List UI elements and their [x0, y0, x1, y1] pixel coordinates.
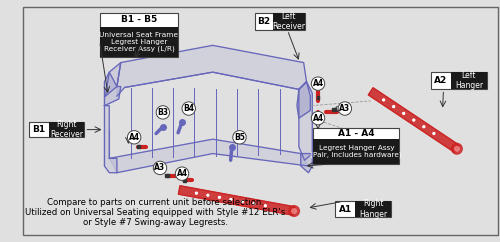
- Text: B1 - B5: B1 - B5: [121, 15, 157, 24]
- Polygon shape: [104, 72, 120, 106]
- Circle shape: [206, 193, 210, 197]
- FancyBboxPatch shape: [100, 27, 178, 57]
- Polygon shape: [297, 82, 310, 118]
- Circle shape: [402, 111, 406, 115]
- FancyBboxPatch shape: [431, 72, 486, 89]
- Circle shape: [412, 118, 416, 122]
- Polygon shape: [178, 186, 295, 215]
- FancyBboxPatch shape: [336, 201, 391, 217]
- Text: B4: B4: [183, 104, 194, 113]
- Bar: [136, 145, 140, 148]
- Circle shape: [451, 143, 463, 155]
- Circle shape: [338, 102, 351, 115]
- Text: A3: A3: [154, 163, 166, 173]
- FancyBboxPatch shape: [100, 13, 178, 57]
- Bar: [316, 96, 320, 99]
- Circle shape: [312, 77, 324, 90]
- Text: B1: B1: [32, 125, 46, 134]
- Circle shape: [252, 202, 256, 206]
- Text: A1 - A4: A1 - A4: [338, 129, 374, 138]
- Text: Right
Receiver: Right Receiver: [50, 120, 83, 139]
- Polygon shape: [117, 45, 306, 96]
- Text: B5: B5: [234, 133, 245, 142]
- Circle shape: [454, 146, 460, 152]
- Circle shape: [312, 111, 324, 125]
- FancyBboxPatch shape: [313, 128, 400, 164]
- Text: A4: A4: [312, 79, 324, 88]
- FancyBboxPatch shape: [255, 13, 304, 30]
- Text: A4: A4: [128, 133, 140, 142]
- Polygon shape: [299, 82, 312, 160]
- Circle shape: [154, 161, 166, 175]
- Circle shape: [218, 195, 222, 199]
- FancyBboxPatch shape: [451, 72, 486, 89]
- Polygon shape: [109, 139, 308, 173]
- Bar: [316, 115, 320, 119]
- FancyBboxPatch shape: [49, 122, 84, 137]
- Bar: [166, 174, 169, 177]
- Circle shape: [233, 131, 246, 144]
- Bar: [182, 179, 186, 182]
- FancyBboxPatch shape: [356, 201, 391, 217]
- FancyBboxPatch shape: [313, 139, 400, 164]
- Text: A4: A4: [176, 169, 188, 178]
- Polygon shape: [106, 63, 120, 96]
- Text: A1: A1: [338, 204, 352, 214]
- Polygon shape: [301, 154, 312, 173]
- Circle shape: [176, 167, 188, 180]
- Text: Left
Receiver: Left Receiver: [272, 12, 305, 31]
- Circle shape: [182, 102, 196, 115]
- Circle shape: [432, 131, 436, 136]
- Circle shape: [264, 204, 268, 208]
- Circle shape: [291, 208, 297, 214]
- Circle shape: [392, 105, 396, 109]
- Circle shape: [382, 98, 386, 102]
- Text: A2: A2: [434, 76, 448, 85]
- Text: B2: B2: [257, 17, 270, 26]
- Circle shape: [156, 106, 170, 119]
- Text: Left
Hanger: Left Hanger: [455, 71, 483, 91]
- Circle shape: [422, 125, 426, 129]
- Circle shape: [194, 191, 198, 195]
- Text: A4: A4: [312, 114, 324, 123]
- FancyBboxPatch shape: [273, 13, 304, 30]
- FancyBboxPatch shape: [29, 122, 84, 137]
- Text: Compare to parts on current unit before selection.
Utilized on Universal Seating: Compare to parts on current unit before …: [25, 197, 285, 227]
- Polygon shape: [104, 106, 117, 173]
- Text: Right
Hanger: Right Hanger: [359, 199, 387, 219]
- Circle shape: [128, 131, 141, 144]
- Circle shape: [229, 197, 233, 202]
- Bar: [332, 108, 336, 111]
- Text: Legrest Hanger Assy
(Pair, includes hardware): Legrest Hanger Assy (Pair, includes hard…: [310, 145, 402, 159]
- Circle shape: [240, 199, 244, 204]
- Circle shape: [288, 205, 300, 217]
- Text: Universal Seat Frame
Legrest Hanger
Receiver Assy (L/R): Universal Seat Frame Legrest Hanger Rece…: [100, 32, 178, 52]
- Text: B3: B3: [158, 108, 168, 117]
- Text: A3: A3: [340, 104, 350, 113]
- Polygon shape: [368, 88, 460, 152]
